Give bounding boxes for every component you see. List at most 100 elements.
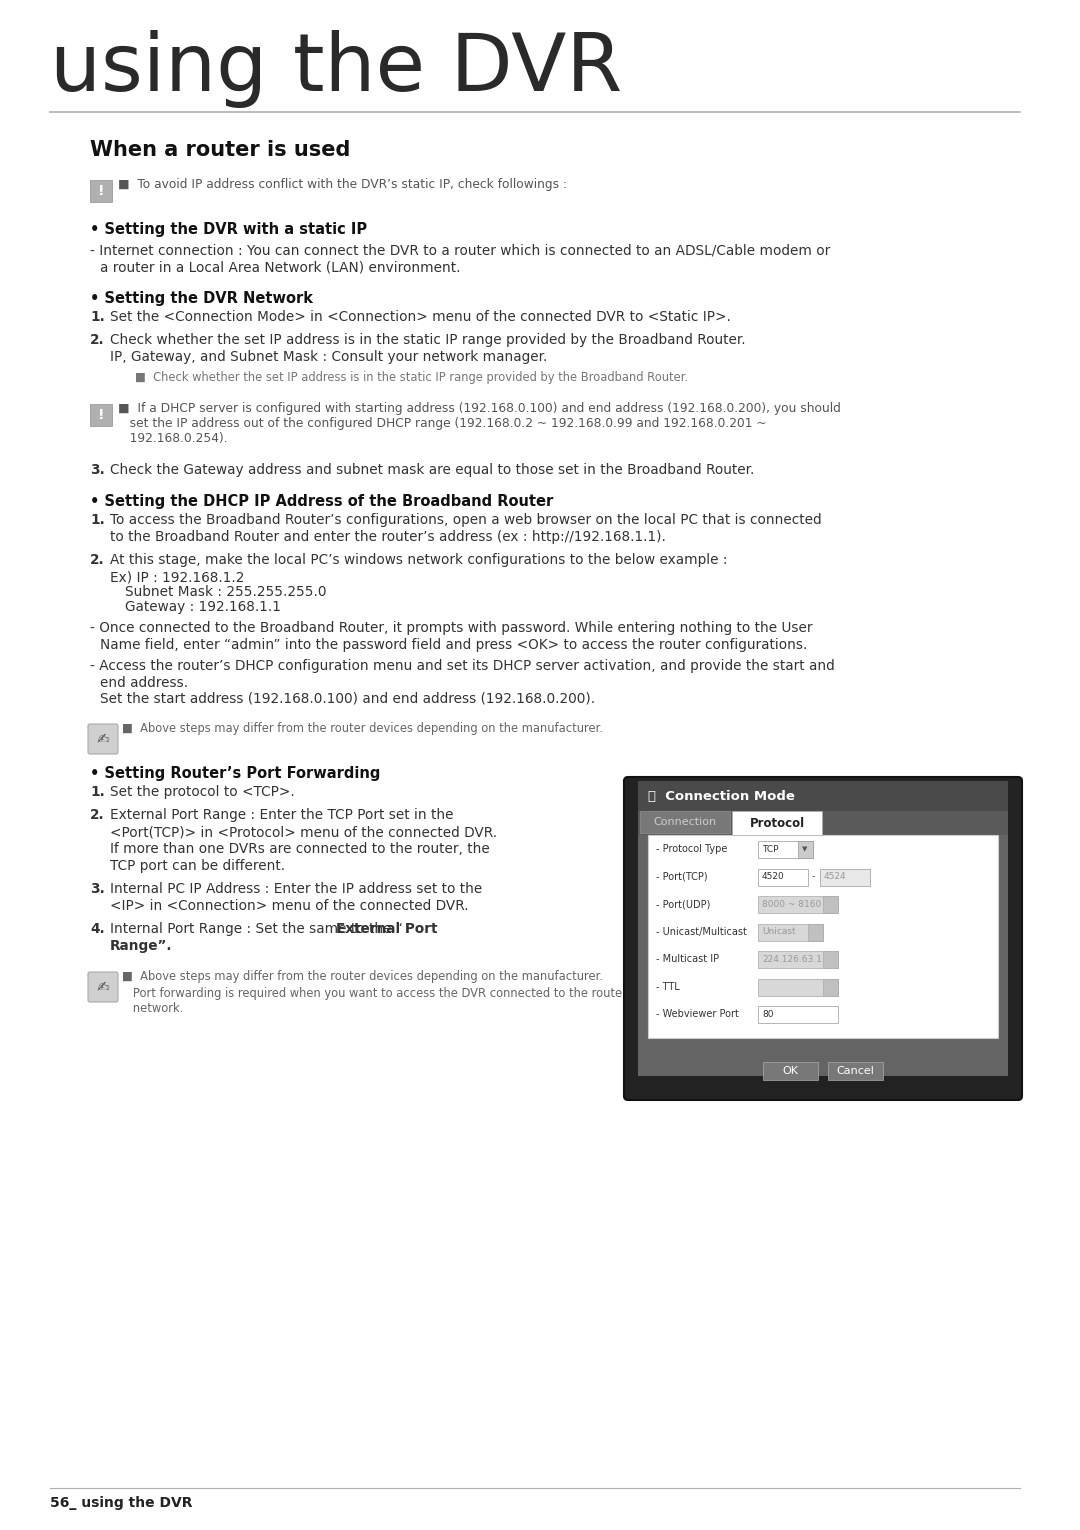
Text: 80: 80	[762, 1010, 773, 1019]
Text: ✍: ✍	[96, 979, 109, 995]
Text: TCP port can be different.: TCP port can be different.	[110, 858, 285, 874]
Text: 2.: 2.	[90, 334, 105, 347]
Text: 4520: 4520	[762, 872, 785, 881]
Text: 2.: 2.	[90, 552, 105, 568]
Text: ■  To avoid IP address conflict with the DVR’s static IP, check followings :: ■ To avoid IP address conflict with the …	[118, 177, 567, 191]
Text: - Unicast/Multicast: - Unicast/Multicast	[656, 927, 747, 936]
Text: - Access the router’s DHCP configuration menu and set its DHCP server activation: - Access the router’s DHCP configuration…	[90, 659, 835, 673]
Bar	[90, 181, 112, 202]
Text: • Setting the DHCP IP Address of the Broadband Router: • Setting the DHCP IP Address of the Bro…	[90, 494, 553, 509]
Text: 3.: 3.	[90, 881, 105, 897]
Text: ■  Above steps may differ from the router devices depending on the manufacturer.: ■ Above steps may differ from the router…	[122, 970, 603, 982]
Text: External Port: External Port	[336, 923, 437, 936]
Text: -: -	[811, 872, 814, 881]
Text: Check whether the set IP address is in the static IP range provided by the Broad: Check whether the set IP address is in t…	[110, 334, 745, 347]
Bar	[823, 979, 838, 996]
Bar	[638, 811, 1008, 835]
Text: Cancel: Cancel	[837, 1066, 875, 1076]
Text: - TTL: - TTL	[656, 982, 679, 991]
Text: end address.: end address.	[100, 676, 188, 690]
Text: • Setting the DVR Network: • Setting the DVR Network	[90, 291, 313, 306]
Text: Ex) IP : 192.168.1.2: Ex) IP : 192.168.1.2	[110, 571, 244, 584]
Text: 4.: 4.	[90, 923, 105, 936]
Bar	[638, 780, 1008, 1076]
Bar	[758, 869, 808, 886]
Text: Internal PC IP Address : Enter the IP address set to the: Internal PC IP Address : Enter the IP ad…	[110, 881, 483, 897]
Text: Port forwarding is required when you want to access the DVR connected to the rou: Port forwarding is required when you wan…	[122, 987, 789, 1001]
Text: Subnet Mask : 255.255.255.0: Subnet Mask : 255.255.255.0	[125, 584, 326, 600]
Text: using the DVR: using the DVR	[50, 31, 622, 109]
Text: 1.: 1.	[90, 785, 105, 799]
Text: At this stage, make the local PC’s windows network configurations to the below e: At this stage, make the local PC’s windo…	[110, 552, 728, 568]
Text: Check the Gateway address and subnet mask are equal to those set in the Broadban: Check the Gateway address and subnet mas…	[110, 464, 754, 477]
Bar	[823, 952, 838, 968]
Text: Unicast: Unicast	[762, 927, 796, 936]
Text: - Port(UDP): - Port(UDP)	[656, 900, 711, 909]
FancyBboxPatch shape	[87, 724, 118, 754]
Text: ■  Above steps may differ from the router devices depending on the manufacturer.: ■ Above steps may differ from the router…	[122, 722, 603, 734]
Text: • Setting the DVR with a static IP: • Setting the DVR with a static IP	[90, 222, 367, 237]
Text: To access the Broadband Router’s configurations, open a web browser on the local: To access the Broadband Router’s configu…	[110, 513, 822, 526]
Bar	[762, 1062, 818, 1080]
Text: Gateway : 192.168.1.1: Gateway : 192.168.1.1	[125, 600, 281, 614]
Text: Connection: Connection	[653, 817, 716, 828]
FancyBboxPatch shape	[87, 972, 118, 1002]
Text: 4524: 4524	[824, 872, 847, 881]
Text: Set the <Connection Mode> in <Connection> menu of the connected DVR to <Static I: Set the <Connection Mode> in <Connection…	[110, 311, 731, 324]
Bar	[758, 952, 838, 968]
Text: set the IP address out of the configured DHCP range (192.168.0.2 ~ 192.168.0.99 : set the IP address out of the configured…	[118, 418, 767, 430]
Text: OK: OK	[783, 1066, 798, 1076]
Text: a router in a Local Area Network (LAN) environment.: a router in a Local Area Network (LAN) e…	[100, 260, 460, 274]
Text: <IP> in <Connection> menu of the connected DVR.: <IP> in <Connection> menu of the connect…	[110, 900, 469, 913]
Text: If more than one DVRs are connected to the router, the: If more than one DVRs are connected to t…	[110, 842, 489, 855]
Bar	[732, 811, 822, 835]
Bar	[758, 897, 838, 913]
Text: !: !	[98, 409, 105, 422]
Text: 192.168.0.254).: 192.168.0.254).	[118, 431, 228, 445]
Text: Protocol: Protocol	[750, 817, 805, 829]
Text: When a router is used: When a router is used	[90, 141, 350, 161]
Text: 3.: 3.	[90, 464, 105, 477]
Text: 1.: 1.	[90, 513, 105, 526]
Text: 8000 ~ 8160: 8000 ~ 8160	[762, 900, 821, 909]
Bar	[758, 979, 838, 996]
Text: ⬜  Connection Mode: ⬜ Connection Mode	[648, 789, 795, 803]
Text: • Setting Router’s Port Forwarding: • Setting Router’s Port Forwarding	[90, 767, 380, 780]
Bar	[640, 811, 730, 832]
Bar	[638, 780, 1008, 811]
Text: Name field, enter “admin” into the password field and press <OK> to access the r: Name field, enter “admin” into the passw…	[100, 638, 808, 652]
Text: Range”.: Range”.	[110, 939, 173, 953]
Text: 56_ using the DVR: 56_ using the DVR	[50, 1496, 192, 1510]
Text: to the Broadband Router and enter the router’s address (ex : http://192.168.1.1): to the Broadband Router and enter the ro…	[110, 529, 666, 545]
Bar	[648, 835, 998, 1037]
Text: TCP: TCP	[762, 845, 779, 854]
Bar	[758, 1007, 838, 1024]
Text: 2.: 2.	[90, 808, 105, 822]
FancyBboxPatch shape	[624, 777, 1022, 1100]
Bar	[758, 842, 813, 858]
Text: Set the start address (192.168.0.100) and end address (192.168.0.200).: Set the start address (192.168.0.100) an…	[100, 692, 595, 705]
Text: 224.126.63.1: 224.126.63.1	[762, 955, 822, 964]
Text: External Port Range : Enter the TCP Port set in the: External Port Range : Enter the TCP Port…	[110, 808, 454, 822]
Bar	[758, 924, 823, 941]
Text: <Port(TCP)> in <Protocol> menu of the connected DVR.: <Port(TCP)> in <Protocol> menu of the co…	[110, 825, 497, 838]
Text: - Protocol Type: - Protocol Type	[656, 845, 727, 854]
Bar	[798, 842, 813, 858]
Text: - Internet connection : You can connect the DVR to a router which is connected t: - Internet connection : You can connect …	[90, 243, 831, 257]
Text: IP, Gateway, and Subnet Mask : Consult your network manager.: IP, Gateway, and Subnet Mask : Consult y…	[110, 350, 548, 364]
Text: 1.: 1.	[90, 311, 105, 324]
Text: ✍: ✍	[96, 731, 109, 747]
Text: Set the protocol to <TCP>.: Set the protocol to <TCP>.	[110, 785, 295, 799]
Text: - Multicast IP: - Multicast IP	[656, 955, 719, 964]
Text: - Port(TCP): - Port(TCP)	[656, 872, 707, 881]
Bar	[90, 404, 112, 425]
Bar	[808, 924, 823, 941]
Text: ▼: ▼	[802, 846, 808, 852]
Text: network.: network.	[122, 1002, 184, 1014]
Text: - Webviewer Port: - Webviewer Port	[656, 1010, 739, 1019]
Text: - Once connected to the Broadband Router, it prompts with password. While enteri: - Once connected to the Broadband Router…	[90, 621, 812, 635]
Bar	[820, 869, 870, 886]
Bar	[828, 1062, 883, 1080]
Text: !: !	[98, 184, 105, 197]
Bar	[823, 897, 838, 913]
